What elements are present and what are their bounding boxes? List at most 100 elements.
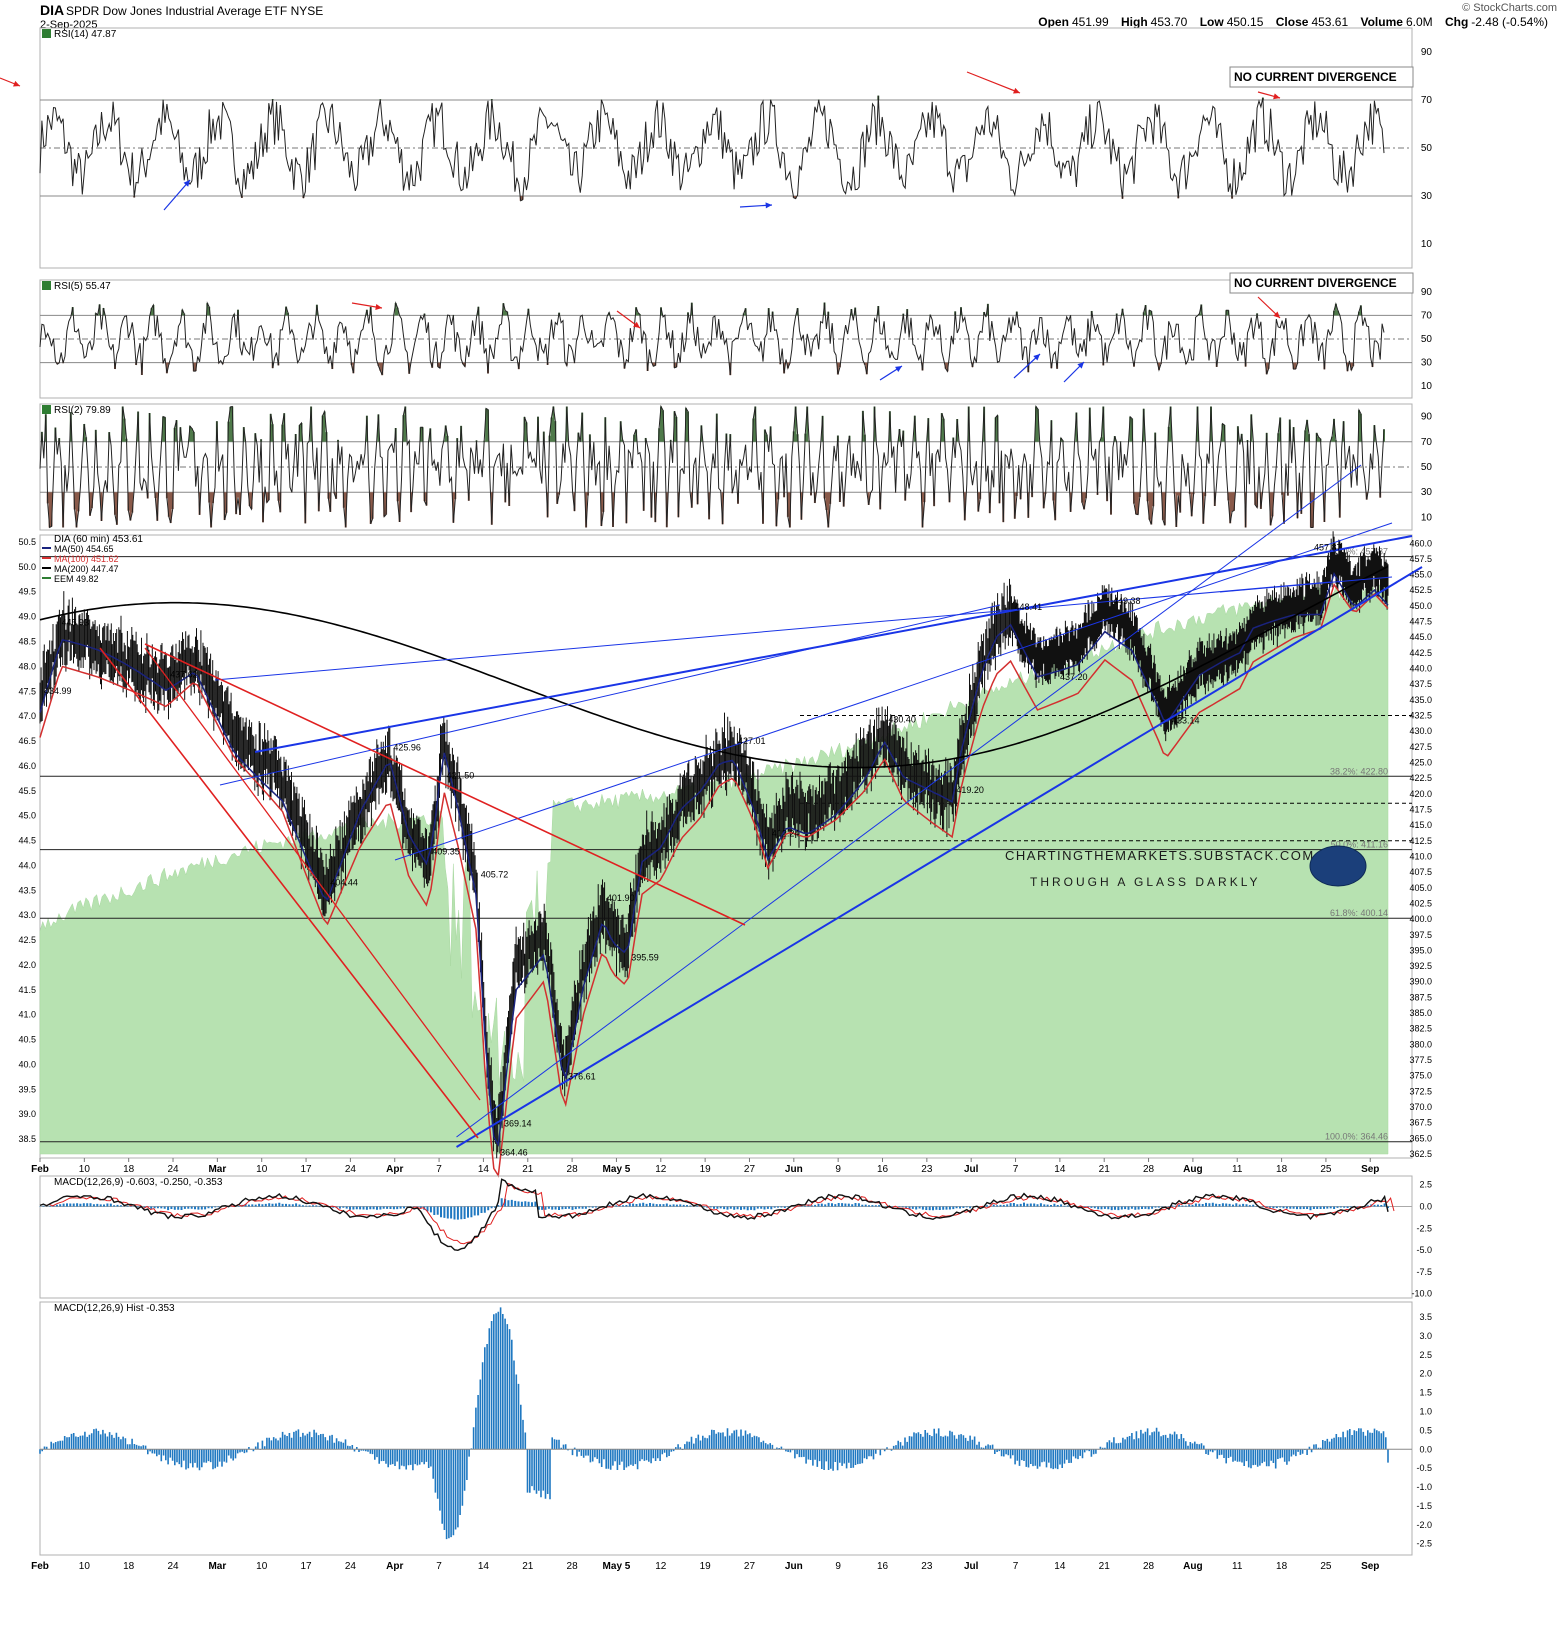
brand-url: CHARTINGTHEMARKETS.SUBSTACK.COM [1005,848,1315,863]
rsi-line [39,95,1385,202]
price-callout-label: 369.14 [504,1118,532,1128]
ohlc-chg-label: Chg [1444,15,1469,29]
trendline [219,604,1001,786]
macd-tick-label: 2.5 [1419,1180,1432,1190]
x-axis-tick-label: Feb [31,1164,49,1175]
eem-left-tick-label: 50.5 [18,537,36,547]
ma50-line [39,571,1389,1147]
rsi-tick-label: 90 [1421,47,1433,58]
fib-level-label: 61.8%: 400.14 [1330,908,1388,918]
price-legend-swatch [42,557,51,559]
hist-tick-label: 0.0 [1419,1444,1432,1454]
fib-level-label: 0.0%: 457.87 [1335,547,1388,557]
price-right-tick-label: 450.0 [1409,601,1432,611]
divergence-arrow-head [895,366,902,372]
hist-tick-label: -2.0 [1416,1520,1432,1530]
ohlc-volume-value: 6.0M [1405,15,1433,29]
eem-left-tick-label: 41.0 [18,1010,36,1020]
x-axis-tick-label: 24 [167,1164,179,1175]
x-axis-tick-label-bottom: 18 [1276,1561,1288,1572]
x-axis-tick-label-bottom: Sep [1361,1561,1379,1572]
price-right-tick-label: 457.5 [1409,554,1432,564]
fib-level-label: 38.2%: 422.80 [1330,766,1388,776]
x-axis-tick-label-bottom: Apr [386,1561,403,1572]
x-axis-tick-label-bottom: 17 [300,1561,312,1572]
ohlc-high-label: High [1120,15,1148,29]
price-right-tick-label: 407.5 [1409,867,1432,877]
x-axis-tick-label: 21 [522,1164,534,1175]
divergence-arrow-head [1033,354,1040,361]
price-right-tick-label: 372.5 [1409,1086,1432,1096]
rsi-overbought-fill [162,95,1264,100]
rsi-tick-label: 50 [1421,462,1433,473]
x-axis-tick-label: Sep [1361,1164,1379,1175]
divergence-arrow-line [966,71,1021,94]
price-right-tick-label: 447.5 [1409,617,1432,627]
price-title: DIA (60 min) 453.61 [54,534,143,545]
divergence-arrow-head [1013,87,1020,94]
divergence-arrow-head [1273,311,1280,318]
rsi-title: RSI(2) 79.89 [54,405,111,416]
x-axis-tick-label-bottom: 11 [1232,1561,1243,1572]
ohlc-high-value: 453.70 [1150,15,1188,29]
trendline [99,647,479,1139]
x-axis-tick-label: 25 [1320,1164,1332,1175]
price-callout-label: 401.90 [607,893,635,903]
hist-tick-label: 2.0 [1419,1369,1432,1379]
brand-tagline: THROUGH A GLASS DARKLY [1030,875,1261,889]
macd-title: MACD(12,26,9) -0.603, -0.250, -0.353 [54,1177,223,1188]
price-right-tick-label: 397.5 [1409,930,1432,940]
ma100-line [39,582,1389,1178]
rsi-tick-label: 10 [1421,512,1433,523]
price-right-tick-label: 367.5 [1409,1118,1432,1128]
price-callout-label: 404.44 [330,877,358,887]
macd-hist-panel-frame [39,1301,1413,1556]
x-axis-tick-label: Jul [964,1164,979,1175]
x-axis-tick-label-bottom: 25 [1320,1561,1332,1572]
price-right-tick-label: 375.0 [1409,1071,1432,1081]
fib-level-label: 50.0%: 411.16 [1331,840,1388,850]
eem-area [39,578,1389,1155]
x-axis-tick-label-bottom: 9 [835,1561,841,1572]
price-right-tick-label: 365.0 [1409,1133,1432,1143]
hist-tick-label: -2.5 [1416,1539,1432,1549]
eem-left-tick-label: 40.0 [18,1059,36,1069]
price-callout-label: 437.20 [1060,672,1088,682]
x-axis-tick-label-bottom: Mar [208,1561,226,1572]
divergence-arrow-head [13,80,20,87]
price-callout-label: 419.20 [956,785,984,795]
price-callout-label: 412.24 [772,828,800,838]
price-right-tick-label: 455.0 [1409,570,1432,580]
hist-tick-label: 1.5 [1419,1388,1432,1398]
rsi-tick-label: 30 [1421,487,1433,498]
x-axis-tick-label: 18 [1276,1164,1288,1175]
eem-left-tick-label: 46.5 [18,736,36,746]
eem-left-tick-label: 44.0 [18,860,36,870]
divergence-label-rsi14-box [1229,66,1414,88]
exchange-name: NYSE [290,4,324,18]
rsi-legend-swatch [42,405,51,414]
price-right-tick-label: 437.5 [1409,679,1432,689]
x-axis-tick-label-bottom: 7 [1013,1561,1019,1572]
rsi-tick-label: 90 [1421,412,1433,423]
ohlc-summary: Open 451.99 High 453.70 Low 450.15 Close 453… [1038,15,1557,29]
x-axis-tick-label: 7 [1013,1164,1019,1175]
price-legend-swatch [42,567,51,569]
ohlc-close-label: Close [1275,15,1309,29]
price-callout-label: 434.99 [44,686,72,696]
x-axis-tick-label: Jun [785,1164,803,1175]
hist-tick-label: -1.5 [1416,1501,1432,1511]
price-callout-label: 364.46 [500,1148,528,1158]
price-callout-label: 457.87 [1314,543,1342,553]
rsi-tick-label: 70 [1421,95,1433,106]
eem-left-tick-label: 49.0 [18,612,36,622]
price-right-tick-label: 385.0 [1409,1008,1432,1018]
hist-tick-label: 1.0 [1419,1407,1432,1417]
x-axis-tick-label: 21 [1099,1164,1111,1175]
x-axis-tick-label-bottom: 10 [256,1561,268,1572]
trendline [394,522,1393,861]
trendline [254,535,1413,753]
price-legend-entry: MA(200) 447.47 [54,564,119,574]
price-callout-label: 421.50 [447,770,475,780]
